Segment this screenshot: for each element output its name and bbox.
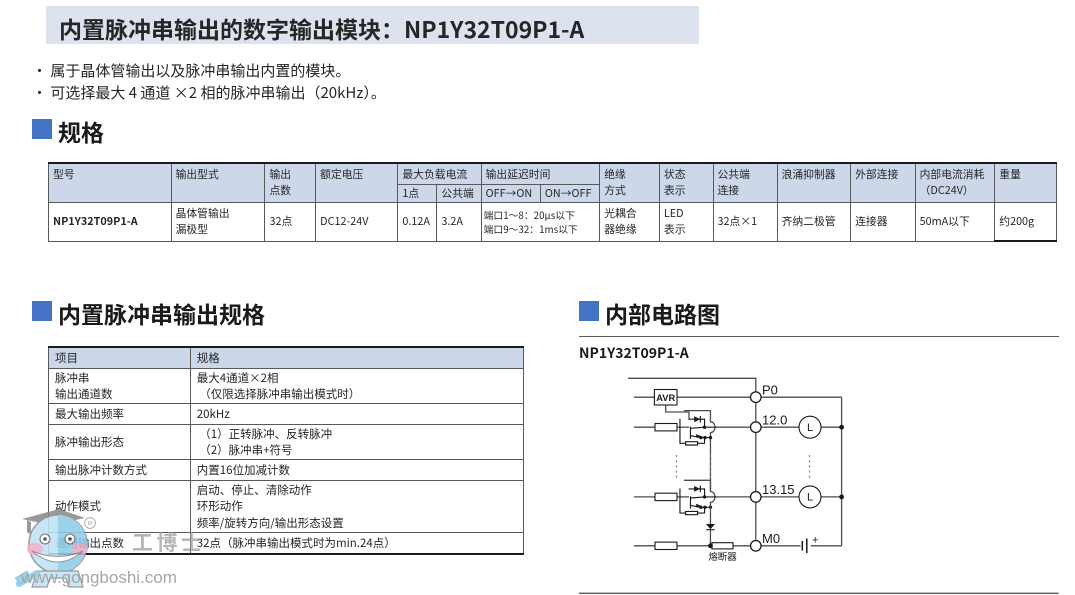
svg-text:R: R: [88, 521, 93, 528]
svg-text:www.gongboshi.com: www.gongboshi.com: [20, 568, 177, 587]
svg-text:12.0: 12.0: [762, 413, 787, 428]
svg-text:熔断器: 熔断器: [708, 549, 737, 563]
svg-text:L: L: [807, 492, 813, 504]
svg-text:AVR: AVR: [656, 393, 675, 403]
svg-text:P0: P0: [762, 383, 778, 398]
svg-text:工博士: 工博士: [132, 527, 206, 557]
svg-text:L: L: [807, 422, 813, 434]
svg-text:M0: M0: [762, 531, 780, 546]
svg-text:+: +: [812, 535, 818, 547]
svg-text:13.15: 13.15: [762, 482, 795, 497]
